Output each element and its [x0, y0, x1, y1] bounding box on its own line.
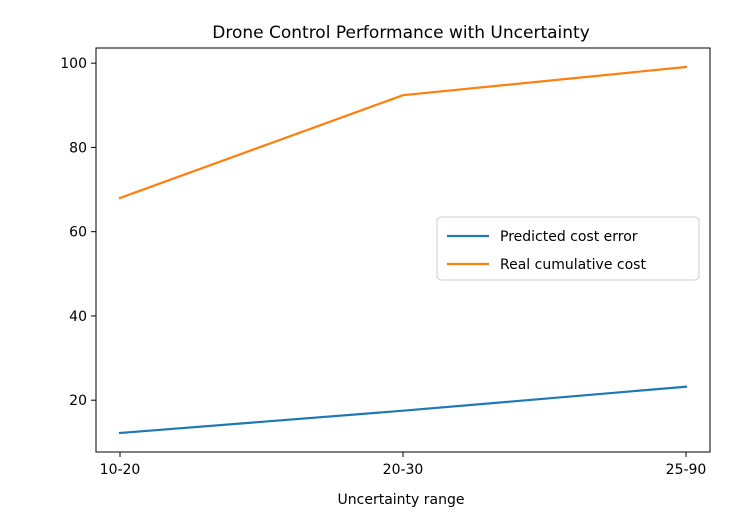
legend-box — [436, 216, 700, 281]
x-tick-label: 20-30 — [383, 462, 424, 478]
chart-title: Drone Control Performance with Uncertain… — [212, 23, 590, 43]
y-axis: 20 40 60 80 100 — [60, 56, 96, 409]
legend-label-predicted-cost-error: Predicted cost error — [500, 229, 638, 245]
y-tick-label: 60 — [69, 225, 87, 241]
series-line-predicted-cost-error — [118, 385, 688, 435]
x-axis-title: Uncertainty range — [338, 492, 465, 508]
y-tick-label: 100 — [60, 56, 87, 72]
plot-area: 20 40 60 80 100 10-20 20-30 25-90 — [60, 47, 711, 478]
x-tick-label: 10-20 — [100, 462, 141, 478]
y-tick-label: 40 — [69, 309, 87, 325]
series-line-real-cumulative-cost — [118, 65, 688, 200]
legend: Predicted cost error Real cumulative cos… — [436, 216, 700, 281]
x-tick-label: 25-90 — [666, 462, 707, 478]
y-tick-label: 20 — [69, 393, 87, 409]
y-tick-label: 80 — [69, 140, 87, 156]
x-axis: 10-20 20-30 25-90 — [100, 452, 707, 478]
legend-label-real-cumulative-cost: Real cumulative cost — [500, 257, 646, 273]
series-lines — [118, 65, 688, 435]
